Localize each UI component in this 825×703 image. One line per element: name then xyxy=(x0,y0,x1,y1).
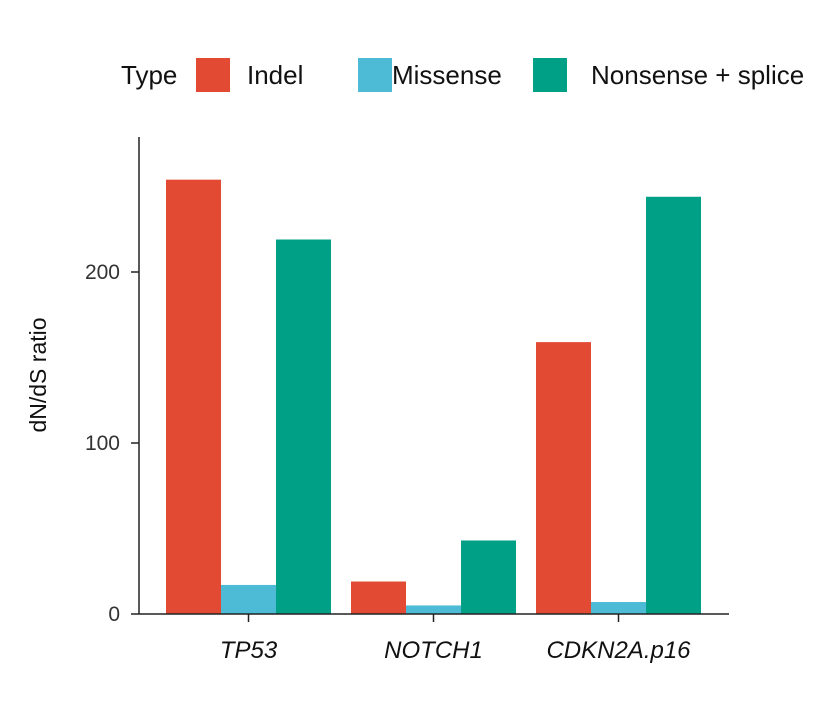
bar-tp53-indel xyxy=(166,179,221,614)
legend-swatch-nonsense-splice xyxy=(533,58,567,92)
bar-cdkn2a-p16-nonsense-splice xyxy=(646,196,701,614)
legend-swatch-missense xyxy=(358,58,392,92)
y-tick-label: 100 xyxy=(85,432,120,455)
bar-notch1-indel xyxy=(351,581,406,614)
legend-swatch-indel xyxy=(196,58,230,92)
bar-tp53-nonsense-splice xyxy=(276,239,331,614)
y-tick-label: 0 xyxy=(108,603,120,626)
legend-label-missense: Missense xyxy=(392,60,502,90)
x-tick-label: CDKN2A.p16 xyxy=(546,637,691,664)
y-tick-label: 200 xyxy=(85,261,120,284)
x-tick-label: NOTCH1 xyxy=(384,637,483,664)
x-tick-label: TP53 xyxy=(220,637,278,664)
y-axis-title: dN/dS ratio xyxy=(25,317,51,432)
legend-label-nonsense-splice: Nonsense + splice xyxy=(591,60,804,90)
bar-notch1-nonsense-splice xyxy=(461,540,516,614)
legend-title: Type xyxy=(121,60,177,90)
bar-cdkn2a-p16-indel xyxy=(536,342,591,614)
legend-label-indel: Indel xyxy=(247,60,303,90)
bar-notch1-missense xyxy=(406,605,461,614)
bar-tp53-missense xyxy=(221,584,276,614)
plot-area: 0 100 200 TP53 NOTCH1 CDKN2A.p16 xyxy=(85,137,729,664)
legend: Type Indel Missense Nonsense + splice xyxy=(121,58,804,92)
bar-cdkn2a-p16-missense xyxy=(591,602,646,614)
